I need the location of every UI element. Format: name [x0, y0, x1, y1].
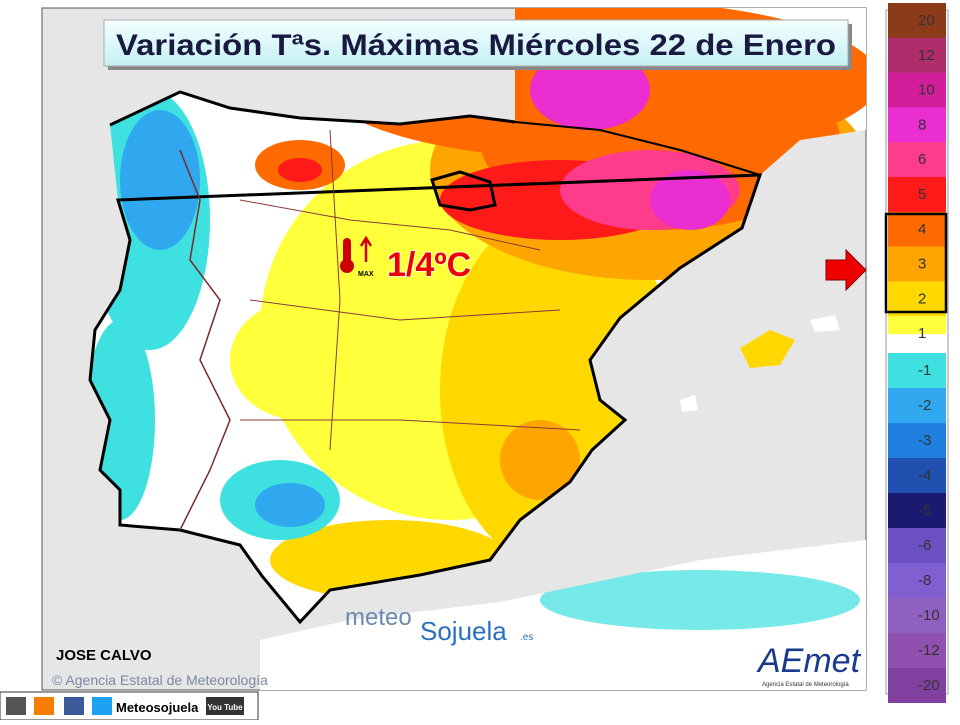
legend-swatch: [888, 563, 946, 598]
legend-swatch: [888, 633, 946, 668]
title: Variación Tªs. Máximas Miércoles 22 de E…: [116, 29, 836, 62]
brand-meteo: meteo: [345, 604, 412, 631]
legend-label: -2: [918, 397, 931, 414]
instagram-icon: [6, 697, 26, 715]
max-label: MAX: [358, 271, 374, 278]
region-borders: [239, 129, 581, 451]
legend-label: -12: [918, 642, 940, 659]
legend-label: 6: [918, 151, 926, 168]
legend-swatch: [888, 598, 946, 633]
brand-es: .es: [520, 632, 533, 643]
portugal-border: [179, 149, 231, 531]
legend-swatch: [888, 458, 946, 493]
legend-swatch: [888, 281, 946, 317]
annotation: 1/4ºC: [387, 246, 471, 284]
legend-label: 4: [918, 221, 926, 238]
coastline: [88, 90, 763, 625]
la-rioja: [430, 170, 497, 212]
arrow: [825, 248, 867, 292]
legend-swatch: [888, 72, 946, 108]
legend-swatch: [888, 493, 946, 528]
legend-label: 20: [918, 12, 935, 29]
legend-label: -5: [918, 502, 931, 519]
twitter-icon: [92, 697, 112, 715]
legend-label: -10: [918, 607, 940, 624]
legend-swatch: [888, 37, 946, 73]
legend-swatch: [888, 107, 946, 143]
blogger-icon: [34, 697, 54, 715]
copyright: © Agencia Estatal de Meteorología: [52, 672, 268, 688]
legend-swatch: [888, 316, 946, 335]
author: JOSE CALVO: [56, 647, 152, 664]
handle: Meteosojuela: [116, 700, 199, 715]
legend-swatch: [888, 3, 946, 38]
legend-swatch: [888, 142, 946, 178]
legend-swatch: [888, 353, 946, 388]
brand-sojuela: Sojuela: [420, 616, 507, 646]
legend-swatch: [888, 528, 946, 563]
thermometer-icon: [340, 235, 373, 273]
legend-label: 5: [918, 186, 926, 203]
legend-label: 12: [918, 47, 935, 64]
legend-swatch: [888, 177, 946, 212]
legend-swatch: [888, 211, 946, 247]
legend-label: 10: [918, 82, 935, 99]
legend-label: -4: [918, 467, 931, 484]
facebook-icon: [64, 697, 84, 715]
youtube-icon: [206, 697, 244, 715]
legend-label: -8: [918, 572, 931, 589]
title-box: [103, 19, 849, 67]
legend-label: 8: [918, 116, 926, 133]
legend-label: 2: [918, 290, 926, 307]
legend-highlight: [884, 212, 948, 314]
aemet-logo: AEmet: [756, 642, 862, 680]
legend-label: -1: [918, 362, 931, 379]
legend-swatch: [888, 388, 946, 423]
legend-label: -3: [918, 432, 931, 449]
legend-label: -20: [918, 677, 940, 694]
legend-swatch: [888, 246, 946, 282]
aemet-sub: Agencia Estatal de Meteorología: [762, 682, 849, 688]
legend-label: -6: [918, 537, 931, 554]
legend-label: 1: [918, 325, 926, 342]
legend-label: 3: [918, 256, 926, 273]
youtube-label: You Tube: [207, 703, 243, 712]
legend-swatch: [888, 423, 946, 458]
legend-swatch: [888, 668, 946, 703]
pyrenees-border: [514, 121, 761, 176]
